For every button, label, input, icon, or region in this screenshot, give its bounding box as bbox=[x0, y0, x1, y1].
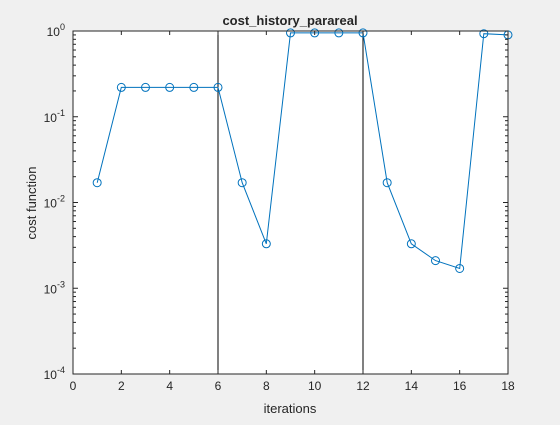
chart-title: cost_history_parareal bbox=[222, 13, 357, 28]
x-tick-label: 18 bbox=[501, 379, 515, 393]
x-tick-label: 12 bbox=[356, 379, 370, 393]
data-point bbox=[334, 28, 344, 38]
y-axis-label: cost function bbox=[24, 167, 39, 240]
data-point bbox=[455, 263, 465, 273]
x-tick-label: 4 bbox=[166, 379, 173, 393]
data-point bbox=[237, 178, 247, 188]
y-tick-label: 10-2 bbox=[44, 194, 65, 211]
data-point bbox=[479, 29, 489, 39]
y-tick-label: 100 bbox=[47, 22, 65, 39]
plot-area bbox=[73, 31, 508, 374]
data-point bbox=[286, 28, 295, 38]
data-point bbox=[165, 82, 175, 92]
x-tick-label: 8 bbox=[263, 379, 270, 393]
x-tick-label: 16 bbox=[453, 379, 467, 393]
data-point bbox=[92, 178, 102, 188]
x-tick-label: 14 bbox=[405, 379, 419, 393]
data-point bbox=[358, 28, 368, 38]
x-tick-label: 2 bbox=[118, 379, 125, 393]
x-tick-label: 10 bbox=[308, 379, 322, 393]
y-tick-label: 10-3 bbox=[44, 279, 65, 296]
data-point bbox=[310, 28, 320, 38]
data-point bbox=[116, 82, 126, 92]
data-point bbox=[141, 82, 150, 92]
y-tick-label: 10-1 bbox=[44, 108, 65, 125]
data-point bbox=[406, 239, 416, 249]
data-point bbox=[431, 256, 440, 266]
data-point bbox=[382, 178, 392, 188]
data-point bbox=[213, 82, 223, 92]
data-point bbox=[261, 239, 271, 249]
x-axis-label: iterations bbox=[264, 401, 317, 416]
y-tick-label: 10-4 bbox=[44, 365, 65, 382]
data-point bbox=[189, 82, 199, 92]
x-tick-label: 6 bbox=[215, 379, 222, 393]
x-tick-label: 0 bbox=[70, 379, 77, 393]
